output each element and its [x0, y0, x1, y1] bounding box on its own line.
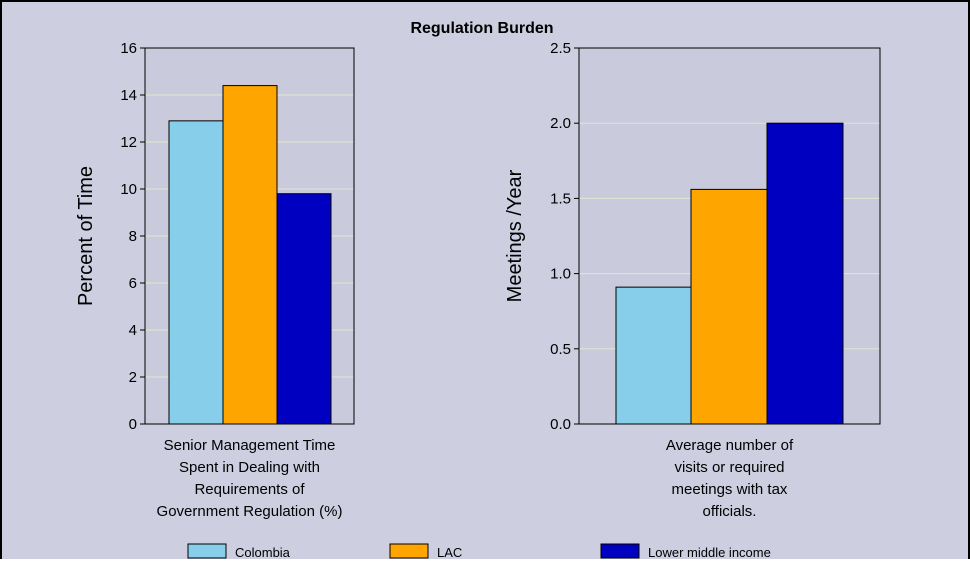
- chart-2-bar-lac: [690, 188, 768, 425]
- legend-swatch-lac: [389, 543, 429, 559]
- chart-2-ylabel: Meetings /Year: [504, 169, 526, 302]
- chart-1-ytick-label: 16: [120, 40, 137, 57]
- chart-1-group: 0 2 4 6 8 10 12 14 16 Percent of Time Senior Manag…: [75, 40, 355, 520]
- chart-2-category-label: visits or required: [674, 459, 784, 476]
- chart-1-axes-frame: [144, 47, 355, 425]
- chart-2-bar-lower-middle-income: [766, 122, 844, 425]
- chart-1-ylabel: Percent of Time: [75, 166, 97, 306]
- legend-item: Lower middle income: [600, 543, 771, 560]
- legend-label: LAC: [437, 545, 462, 560]
- chart-1-ytick-label: 10: [120, 181, 137, 198]
- chart-1-ytick-label: 12: [120, 134, 137, 151]
- chart-1-category-label: Government Regulation (%): [157, 503, 343, 520]
- chart-1-ytick-label: 0: [129, 416, 137, 433]
- chart-2-category-label: officials.: [703, 503, 757, 520]
- chart-1-category-label: Requirements of: [194, 481, 305, 498]
- chart-2-ytick-label: 1.5: [550, 190, 571, 207]
- chart-1-bar-colombia: [168, 120, 224, 425]
- legend-item: LAC: [389, 543, 462, 560]
- legend-label: Colombia: [235, 545, 291, 560]
- chart-1-ytick-label: 6: [129, 275, 137, 292]
- chart-1-bar-lower-middle-income: [276, 193, 332, 425]
- chart-2-category-label: Average number of: [666, 437, 794, 454]
- chart-1-ytick-label: 2: [129, 369, 137, 386]
- chart-2-ytick-label: 1.0: [550, 266, 571, 283]
- chart-2-category-label: meetings with tax: [672, 481, 788, 498]
- chart-2-ytick-label: 0.0: [550, 416, 571, 433]
- chart-1-ytick-label: 8: [129, 228, 137, 245]
- chart-2-ytick-label: 0.5: [550, 341, 571, 358]
- legend-swatch-lower-middle-income: [600, 543, 640, 559]
- chart-2-bar-colombia: [615, 286, 693, 425]
- chart-2-axes-frame: [578, 47, 881, 425]
- legend-label: Lower middle income: [648, 545, 771, 560]
- legend-item: Colombia: [187, 543, 291, 560]
- chart-2-group: 0.0 0.5 1.0 1.5 2.0 2.5 Meetings /Year Average …: [504, 40, 881, 520]
- chart-1-bar-lac: [222, 85, 278, 425]
- chart-1-category-label: Spent in Dealing with: [179, 459, 320, 476]
- legend-swatch-colombia: [187, 543, 227, 559]
- chart-2-ytick-label: 2.0: [550, 115, 571, 132]
- chart-1-category-label: Senior Management Time: [164, 437, 336, 454]
- chart-2-ytick-label: 2.5: [550, 40, 571, 57]
- chart-1-ytick-label: 14: [120, 87, 137, 104]
- chart-1-ytick-label: 4: [129, 322, 137, 339]
- chart-title: Regulation Burden: [410, 20, 553, 37]
